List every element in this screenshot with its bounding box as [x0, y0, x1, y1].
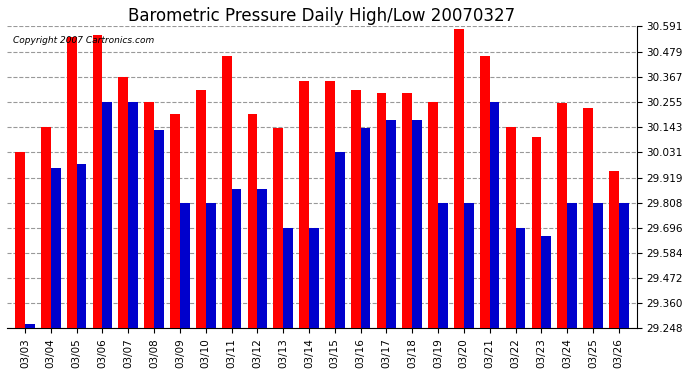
Bar [402, 93, 412, 328]
Bar [102, 102, 112, 328]
Bar [480, 56, 490, 328]
Bar [170, 114, 180, 328]
Bar [438, 202, 448, 328]
Bar [583, 108, 593, 328]
Bar [77, 164, 86, 328]
Bar [464, 202, 473, 328]
Bar [299, 81, 309, 328]
Bar [128, 102, 138, 328]
Bar [144, 102, 154, 328]
Bar [232, 189, 241, 328]
Bar [180, 202, 190, 328]
Bar [15, 152, 25, 328]
Bar [531, 137, 542, 328]
Bar [386, 120, 396, 328]
Bar [351, 90, 361, 328]
Bar [325, 81, 335, 328]
Bar [558, 103, 567, 328]
Bar [92, 34, 102, 328]
Bar [283, 228, 293, 328]
Bar [593, 202, 603, 328]
Bar [273, 128, 283, 328]
Bar [196, 90, 206, 328]
Bar [41, 127, 51, 328]
Text: Copyright 2007 Cartronics.com: Copyright 2007 Cartronics.com [13, 36, 155, 45]
Bar [412, 120, 422, 328]
Bar [428, 102, 438, 328]
Bar [361, 128, 371, 328]
Bar [206, 202, 215, 328]
Bar [257, 189, 267, 328]
Bar [51, 168, 61, 328]
Bar [609, 171, 619, 328]
Bar [619, 202, 629, 328]
Bar [154, 130, 164, 328]
Bar [542, 236, 551, 328]
Bar [506, 127, 515, 328]
Bar [567, 202, 577, 328]
Bar [248, 114, 257, 328]
Title: Barometric Pressure Daily High/Low 20070327: Barometric Pressure Daily High/Low 20070… [128, 7, 515, 25]
Bar [221, 56, 232, 328]
Bar [25, 324, 34, 328]
Bar [515, 228, 525, 328]
Bar [335, 152, 344, 328]
Bar [119, 77, 128, 328]
Bar [309, 228, 319, 328]
Bar [454, 29, 464, 328]
Bar [490, 102, 500, 328]
Bar [377, 93, 386, 328]
Bar [67, 37, 77, 328]
